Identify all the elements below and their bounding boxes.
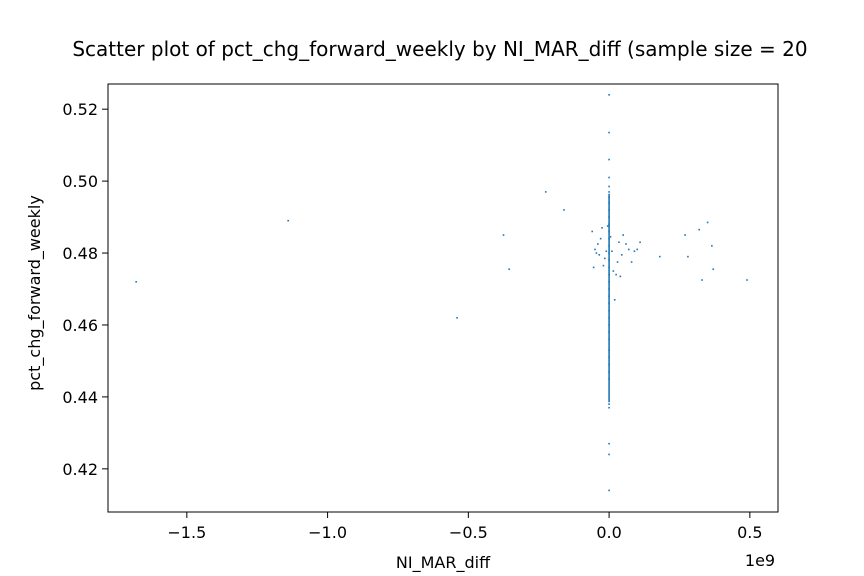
data-point	[687, 255, 689, 258]
chart-title: Scatter plot of pct_chg_forward_weekly b…	[72, 37, 807, 61]
data-point	[618, 241, 620, 244]
data-point	[608, 489, 610, 492]
data-point	[608, 406, 610, 409]
x-tick-label: 0.5	[737, 523, 762, 542]
data-point	[604, 257, 606, 260]
data-point	[608, 442, 610, 445]
data-point	[608, 93, 610, 96]
y-axis-label: pct_chg_forward_weekly	[25, 195, 45, 391]
data-points	[135, 93, 748, 492]
data-point	[608, 158, 610, 161]
data-point	[630, 261, 633, 263]
data-point	[597, 243, 599, 245]
data-point	[684, 234, 686, 236]
data-point	[620, 254, 623, 256]
data-point	[595, 252, 598, 254]
x-tick-label: 0.0	[596, 523, 621, 542]
data-point	[608, 191, 610, 193]
data-point	[602, 264, 605, 267]
y-tick-label: 0.50	[62, 172, 98, 191]
data-point	[608, 176, 610, 179]
data-point	[658, 255, 661, 258]
y-tick-label: 0.46	[62, 316, 98, 335]
data-point	[613, 298, 616, 301]
data-point	[627, 248, 630, 251]
data-point	[135, 281, 137, 283]
x-axis-ticks: −1.5 −1.0 −0.5 0.0 0.5	[167, 512, 763, 542]
data-point	[622, 234, 624, 236]
data-point	[544, 191, 547, 193]
data-point	[605, 250, 608, 253]
data-point	[712, 268, 715, 271]
y-tick-label: 0.52	[62, 100, 98, 119]
data-point	[746, 279, 748, 281]
data-point	[701, 279, 703, 281]
data-point	[456, 316, 458, 319]
data-point	[612, 270, 615, 272]
y-axis-ticks: 0.42 0.44 0.46 0.48 0.50 0.52	[62, 100, 108, 479]
data-point	[633, 250, 636, 253]
data-point	[508, 268, 510, 271]
data-point	[563, 209, 565, 211]
data-point	[287, 219, 289, 222]
data-point	[609, 236, 612, 238]
y-tick-label: 0.48	[62, 244, 98, 263]
data-point	[601, 227, 603, 229]
data-point	[591, 230, 594, 233]
data-point	[711, 245, 713, 247]
data-point	[599, 237, 602, 240]
data-point	[502, 234, 505, 236]
data-point	[608, 185, 610, 188]
y-tick-label: 0.44	[62, 388, 98, 407]
data-point	[598, 254, 601, 256]
data-point	[606, 225, 609, 227]
data-point	[608, 403, 610, 405]
data-point	[706, 221, 709, 224]
x-tick-label: −1.0	[308, 523, 347, 542]
x-axis-offset-label: 1e9	[745, 551, 775, 570]
x-tick-label: −1.5	[167, 523, 206, 542]
data-point	[639, 241, 641, 244]
data-point	[611, 250, 613, 253]
data-point	[636, 248, 639, 251]
y-tick-label: 0.42	[62, 460, 98, 479]
data-point	[698, 228, 700, 231]
data-point	[615, 273, 617, 276]
data-point	[616, 261, 619, 263]
data-point	[594, 248, 596, 251]
data-point	[608, 131, 610, 134]
data-point	[619, 275, 622, 278]
data-point	[625, 243, 627, 245]
plot-frame	[107, 83, 779, 513]
data-point	[608, 453, 610, 456]
x-tick-label: −0.5	[449, 523, 488, 542]
data-point	[592, 266, 595, 269]
x-axis-label: NI_MAR_diff	[396, 553, 491, 573]
